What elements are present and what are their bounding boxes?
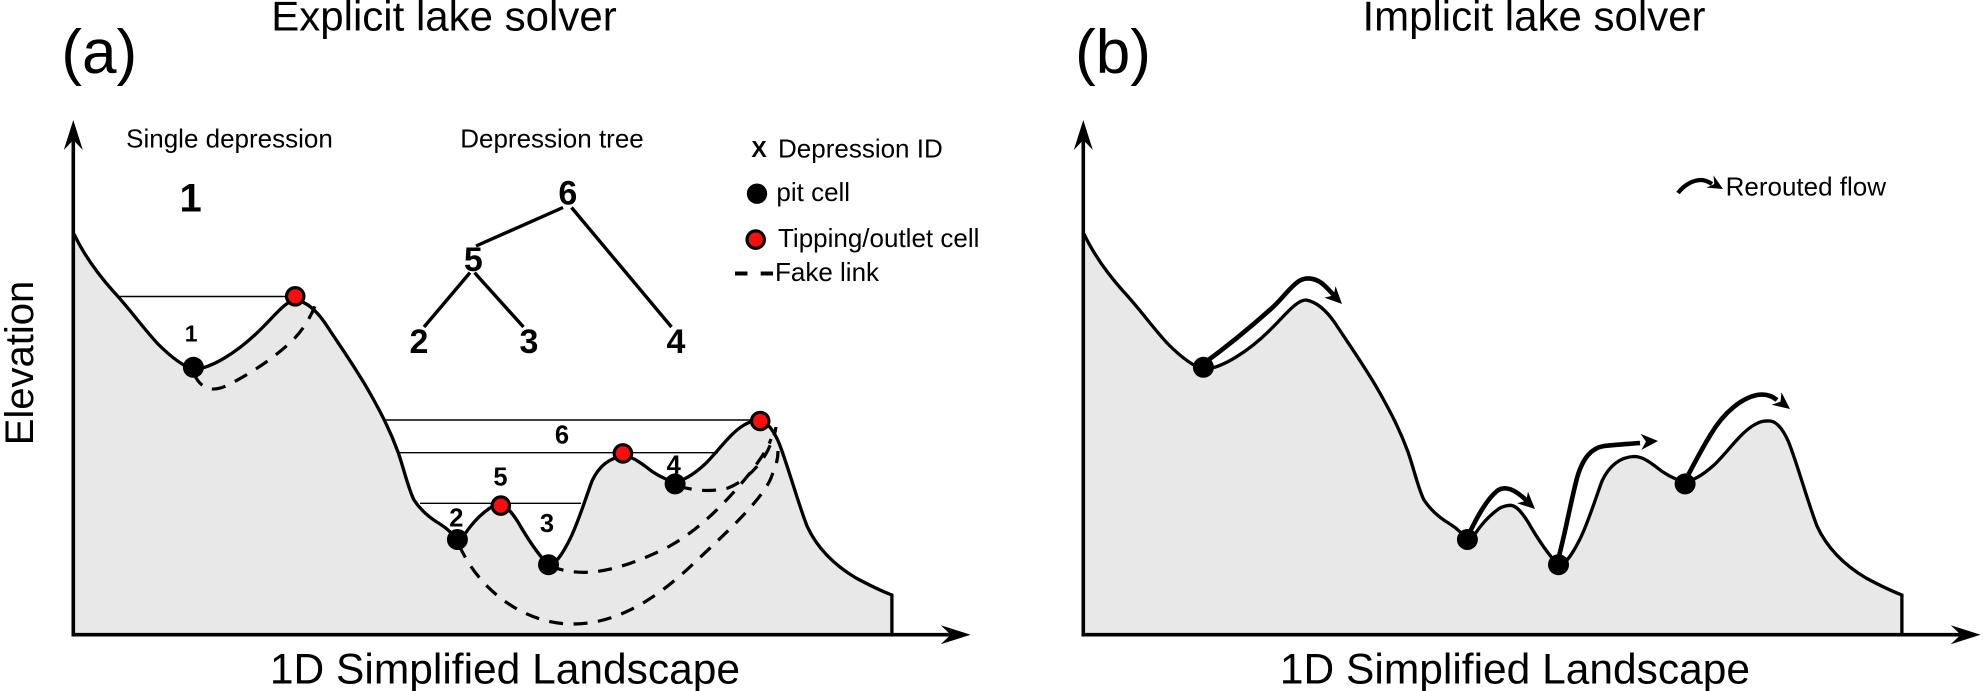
svg-text:6: 6 — [555, 422, 569, 450]
svg-text:5: 5 — [493, 464, 507, 492]
svg-text:Explicit lake solver: Explicit lake solver — [271, 0, 616, 40]
svg-text:1: 1 — [185, 320, 198, 346]
svg-text:pit cell: pit cell — [776, 177, 850, 207]
svg-text:1: 1 — [179, 177, 201, 221]
svg-text:4: 4 — [667, 451, 682, 479]
svg-text:Depression ID: Depression ID — [778, 134, 943, 164]
svg-text:4: 4 — [667, 323, 686, 361]
svg-text:Elevation: Elevation — [0, 281, 42, 446]
svg-text:Rerouted flow: Rerouted flow — [1726, 171, 1887, 201]
svg-text:(a): (a) — [61, 18, 137, 87]
svg-text:Fake link: Fake link — [775, 257, 880, 287]
svg-text:Tipping/outlet cell: Tipping/outlet cell — [778, 223, 979, 253]
svg-text:Depression tree: Depression tree — [460, 124, 644, 154]
svg-text:3: 3 — [540, 510, 554, 538]
svg-text:1D Simplified Landscape: 1D Simplified Landscape — [270, 647, 740, 691]
svg-text:(b): (b) — [1075, 18, 1151, 87]
svg-text:X: X — [751, 136, 767, 162]
svg-text:Single depression: Single depression — [126, 124, 333, 154]
svg-text:Implicit lake solver: Implicit lake solver — [1362, 0, 1705, 40]
svg-text:5: 5 — [464, 241, 483, 279]
svg-text:1D Simplified Landscape: 1D Simplified Landscape — [1280, 647, 1750, 691]
svg-text:6: 6 — [558, 175, 577, 213]
svg-text:3: 3 — [520, 323, 539, 361]
svg-text:2: 2 — [410, 323, 429, 361]
svg-text:2: 2 — [449, 505, 463, 533]
